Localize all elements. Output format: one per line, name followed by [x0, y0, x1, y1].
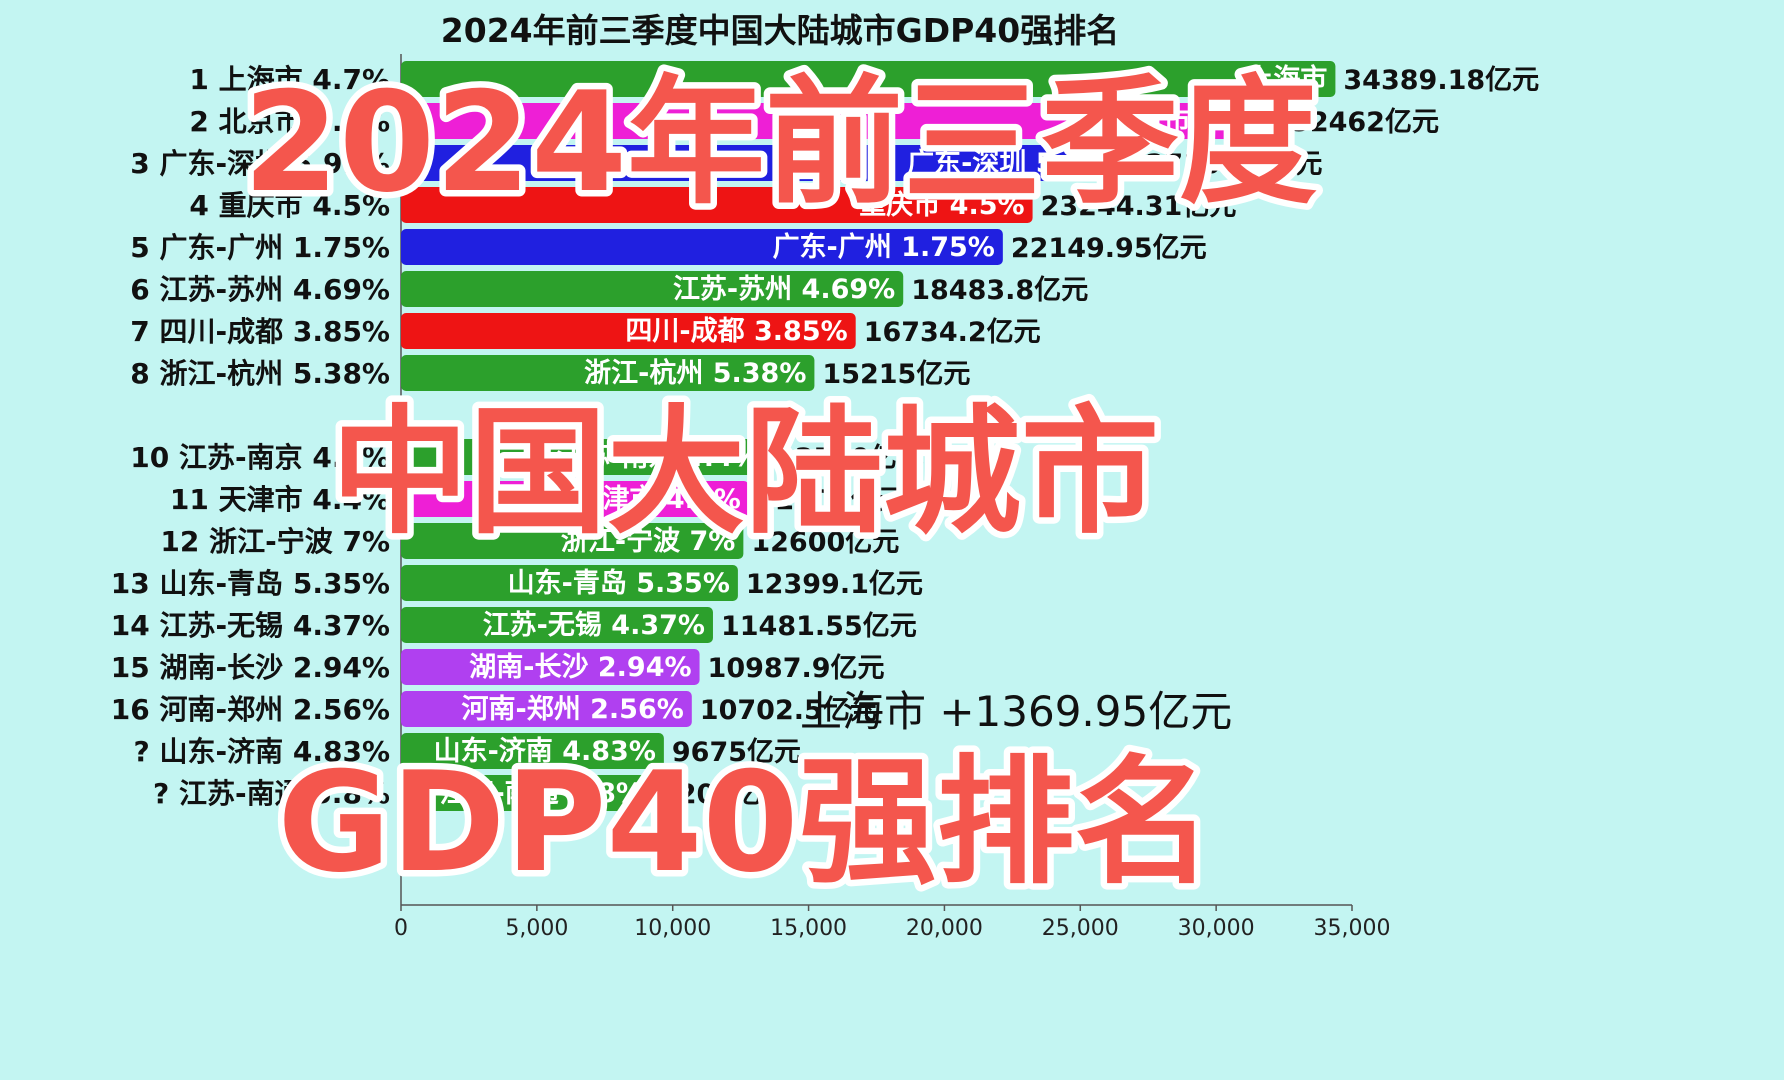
- bar-value-label: 18483.8亿元: [911, 275, 1088, 306]
- bar-inner-label: 江苏-南通 5.8%: [439, 778, 643, 809]
- bar: [401, 187, 1033, 223]
- bar-inner-label: 江苏-苏州 4.69%: [673, 274, 895, 305]
- bar-value-label: 16734.2亿元: [864, 317, 1041, 348]
- bar-inner-label: 广东-广州 1.75%: [773, 231, 995, 263]
- bar-value-label: 32462亿元: [1291, 107, 1439, 138]
- bar-value-label: 9675亿元: [672, 737, 801, 768]
- bar-inner-label: 浙江-杭州 5.38%: [584, 357, 806, 389]
- bar: [401, 61, 1336, 97]
- bar: [401, 691, 692, 727]
- x-tick-label: 20,000: [906, 916, 983, 941]
- x-tick-label: 25,000: [1042, 916, 1119, 941]
- category-label: 10 江苏-南京 4.4%: [130, 441, 390, 474]
- x-tick-label: 0: [394, 916, 408, 941]
- x-tick-label: 35,000: [1314, 916, 1391, 941]
- bar-value-label: 15215亿元: [822, 359, 970, 390]
- category-label: 5 广东-广州 1.75%: [130, 231, 390, 264]
- bar: [401, 145, 1138, 181]
- bar-value-label: 12800亿元: [757, 485, 905, 516]
- title-overlay: 2024年前三季度 中国大陆城市 GDP40强排名: [236, 56, 1323, 910]
- chart-title: 2024年前三季度中国大陆城市GDP40强排名: [441, 11, 1119, 50]
- bar: [401, 313, 856, 349]
- category-label: 4 重庆市 4.5%: [189, 189, 390, 222]
- gdp-bar-chart: 2024年前三季度中国大陆城市GDP40强排名 0 5,000 10,000 15,0…: [111, 11, 1539, 941]
- category-label: 14 江苏-无锡 4.37%: [111, 609, 390, 642]
- bar-value-label: 22149.95亿元: [1011, 233, 1207, 264]
- bar: [401, 439, 768, 475]
- category-label: 3 广东-深圳 5.99%: [130, 147, 390, 180]
- bar-inner-label: 江苏-南京 4.4%: [556, 441, 760, 473]
- bar-value-label: 10987.9亿元: [708, 653, 885, 684]
- bar-value-label: 10702.5亿元: [700, 695, 877, 726]
- bar-inner-label: 浙江-宁波 7%: [561, 525, 735, 557]
- bar-inner-label: 天津市 4.4%: [575, 483, 740, 515]
- category-label: 13 山东-青岛 5.35%: [111, 567, 390, 600]
- category-label: 7 四川-成都 3.85%: [130, 315, 390, 348]
- category-label: 16 河南-郑州 2.56%: [111, 693, 390, 726]
- x-tick-label: 10,000: [634, 916, 711, 941]
- overlay-line-2: 中国大陆城市: [331, 392, 1159, 553]
- bar-inner-label: 湖南-长沙 2.94%: [469, 652, 691, 683]
- bar-value-label: 12600亿元: [751, 527, 899, 558]
- bar-inner-label: 重庆市 4.5%: [859, 189, 1024, 221]
- bar: [401, 271, 904, 307]
- overlay-line-3: GDP40强排名: [277, 742, 1212, 903]
- bar: [401, 355, 815, 391]
- bar: [401, 649, 700, 685]
- bar-inner-label: 山东-青岛 5.35%: [508, 567, 730, 599]
- bar: [401, 523, 744, 559]
- bar: [401, 229, 1003, 265]
- bar: [401, 775, 651, 811]
- category-label: 2 北京市 5.2%: [189, 105, 390, 138]
- bar-value-label: 34389.18亿元: [1343, 65, 1539, 96]
- category-label: 12 浙江-宁波 7%: [160, 525, 390, 558]
- x-tick-label: 15,000: [770, 916, 847, 941]
- bar-inner-label: 上海市: [1246, 63, 1327, 95]
- bar: [401, 733, 664, 769]
- bar-inner-label: 河南-郑州 2.56%: [462, 694, 684, 725]
- bar-value-label: 9200亿元: [659, 779, 788, 810]
- bar-inner-label: 江苏-无锡 4.37%: [483, 610, 705, 641]
- category-label: 1 上海市 4.7%: [189, 63, 390, 96]
- bar: [401, 103, 1284, 139]
- x-tick-label: 5,000: [505, 916, 568, 941]
- bar-value-label: 27104.2亿元: [1145, 149, 1322, 180]
- overlay-line-1: 2024年前三季度: [243, 62, 1317, 223]
- category-label: 11 天津市 4.4%: [170, 483, 390, 516]
- bar: [401, 481, 749, 517]
- bar-value-label: 23244.31亿元: [1041, 191, 1237, 222]
- bar: [401, 607, 713, 643]
- category-label: 15 湖南-长沙 2.94%: [111, 651, 390, 684]
- bar-inner-label: 四川-成都 3.85%: [625, 316, 847, 347]
- x-tick-label: 30,000: [1178, 916, 1255, 941]
- bars-group: 1 上海市 4.7% 上海市 34389.18亿元 2 北京市 5.2% 北京市 5.2…: [111, 61, 1539, 811]
- category-label: ? 江苏-南通 5.8%: [153, 777, 390, 810]
- category-label: 8 浙江-杭州 5.38%: [130, 357, 390, 390]
- bar-value-label: 12399.1亿元: [746, 569, 923, 600]
- bar-value-label: 13500亿元: [776, 443, 924, 474]
- bar-inner-label: 山东-济南 4.83%: [434, 735, 656, 767]
- bar-value-label: 11481.55亿元: [721, 611, 917, 642]
- bar-inner-label: 广东-深圳 5.99%: [907, 147, 1129, 179]
- bar: [401, 565, 738, 601]
- category-label: 6 江苏-苏州 4.69%: [130, 273, 390, 306]
- annotation-text: 上海市 +1369.95亿元: [800, 687, 1232, 736]
- x-axis: 0 5,000 10,000 15,000 20,000 25,000 30,000 35,0…: [394, 54, 1390, 941]
- category-label: ? 山东-济南 4.83%: [134, 735, 391, 768]
- bar-inner-label: 北京市 5.2%: [1110, 105, 1275, 137]
